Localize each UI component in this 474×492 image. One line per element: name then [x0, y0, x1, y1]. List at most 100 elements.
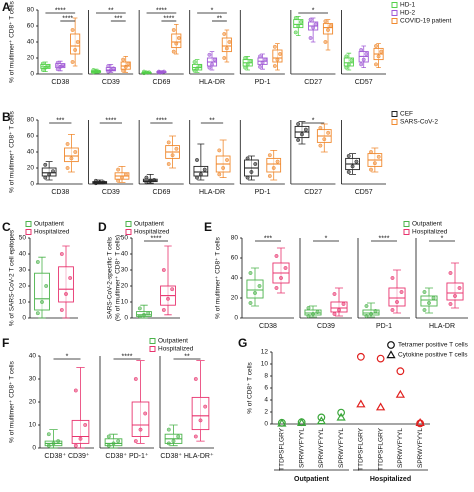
- data-point: [43, 162, 48, 167]
- data-point: [123, 64, 128, 69]
- data-point: [260, 60, 265, 65]
- data-point: [56, 439, 61, 444]
- data-point: [73, 150, 78, 154]
- y-tick-label: 30: [19, 267, 27, 274]
- data-point: [399, 290, 404, 294]
- data-point: [453, 294, 457, 298]
- significance-label: ****: [163, 15, 174, 22]
- significance-label: ***: [114, 15, 122, 22]
- data-point: [277, 418, 287, 427]
- data-point: [272, 64, 277, 68]
- legend-label: COVID-19 patient: [400, 18, 451, 25]
- significance-label: ****: [379, 235, 390, 242]
- group-label: Hospitalized: [370, 476, 411, 483]
- data-point: [106, 434, 111, 439]
- legend-swatch: [391, 18, 398, 24]
- x-tick-label: SPRWYFYYL: [417, 428, 424, 468]
- data-point: [170, 287, 175, 292]
- legend-label: Hospitalized: [134, 229, 170, 236]
- data-point: [361, 57, 366, 62]
- data-point: [356, 352, 365, 361]
- data-point: [374, 44, 378, 48]
- data-point: [278, 52, 282, 56]
- y-tick-label: 12: [261, 349, 269, 356]
- data-point: [224, 46, 229, 51]
- box: [191, 396, 210, 431]
- data-point: [55, 67, 60, 72]
- legend-swatch: [391, 119, 398, 125]
- data-point: [60, 63, 65, 68]
- box: [330, 301, 348, 313]
- data-point: [271, 166, 276, 170]
- data-point: [318, 126, 323, 130]
- x-tick-label: CD69: [152, 189, 170, 196]
- data-point: [65, 142, 70, 146]
- data-point: [267, 153, 272, 158]
- data-point: [106, 64, 111, 68]
- data-point: [258, 64, 262, 69]
- data-point: [243, 65, 248, 70]
- data-point: [323, 40, 328, 44]
- y-tick-label: 10: [261, 361, 269, 368]
- data-point: [212, 57, 217, 62]
- data-point: [245, 156, 250, 161]
- data-point: [369, 150, 373, 154]
- data-point: [43, 175, 48, 180]
- significance-label: ****: [156, 7, 167, 14]
- data-point: [166, 427, 171, 432]
- x-tick-label: CD38: [51, 189, 69, 196]
- legend-swatch: [391, 111, 398, 117]
- data-point: [83, 423, 88, 427]
- legend-label: Cytokine positive T cells: [398, 352, 468, 359]
- y-tick-label: 2: [264, 409, 268, 416]
- data-point: [221, 166, 226, 170]
- data-point: [207, 52, 212, 57]
- legend-label: HD-2: [400, 10, 416, 17]
- y-tick-label: 0: [124, 315, 128, 322]
- data-point: [448, 302, 453, 306]
- data-point: [137, 306, 142, 311]
- legend-swatch: [403, 221, 410, 227]
- y-tick-label: 0: [234, 315, 238, 322]
- data-point: [193, 377, 198, 381]
- x-tick-label: CD38⁺ HLA-DR⁺: [160, 452, 214, 460]
- y-axis-label: % of CD8⁺ T cells: [247, 361, 254, 413]
- y-tick-label: 60: [27, 23, 35, 30]
- significance-label: *: [325, 235, 328, 242]
- data-point: [318, 143, 323, 148]
- data-point: [137, 314, 142, 319]
- data-point: [296, 418, 307, 426]
- legend-swatch: [25, 221, 32, 227]
- data-point: [46, 64, 50, 68]
- data-point: [422, 290, 427, 294]
- x-tick-label: PD-1: [255, 189, 271, 196]
- data-point: [427, 301, 431, 305]
- data-point: [210, 62, 214, 67]
- legend-swatch: [149, 346, 156, 352]
- data-point: [395, 389, 406, 398]
- data-point: [346, 62, 351, 67]
- data-point: [46, 432, 51, 437]
- y-tick-label: 40: [231, 275, 239, 282]
- box: [420, 295, 438, 307]
- data-point: [64, 292, 68, 296]
- data-point: [44, 284, 49, 288]
- significance-label: ****: [105, 117, 116, 124]
- x-tick-label: CD39: [317, 323, 335, 330]
- box: [221, 37, 232, 53]
- data-point: [59, 252, 64, 256]
- data-point: [97, 180, 102, 185]
- data-point: [243, 56, 248, 60]
- y-tick-label: 80: [231, 235, 239, 242]
- y-axis-label: SARS-CoV-2-specific T cells: [107, 236, 114, 319]
- y-tick-label: 60: [27, 133, 35, 140]
- data-point: [341, 302, 346, 306]
- data-point: [296, 138, 301, 142]
- data-point: [376, 354, 385, 363]
- data-point: [457, 286, 462, 290]
- y-axis-label: (% of multimer⁺ CD8⁺ T cells): [115, 235, 122, 321]
- y-tick-label: 40: [121, 251, 129, 258]
- y-axis-label: % of multimer⁺ CD8⁺ T cells: [215, 236, 222, 319]
- data-point: [344, 54, 349, 59]
- data-point: [372, 161, 377, 166]
